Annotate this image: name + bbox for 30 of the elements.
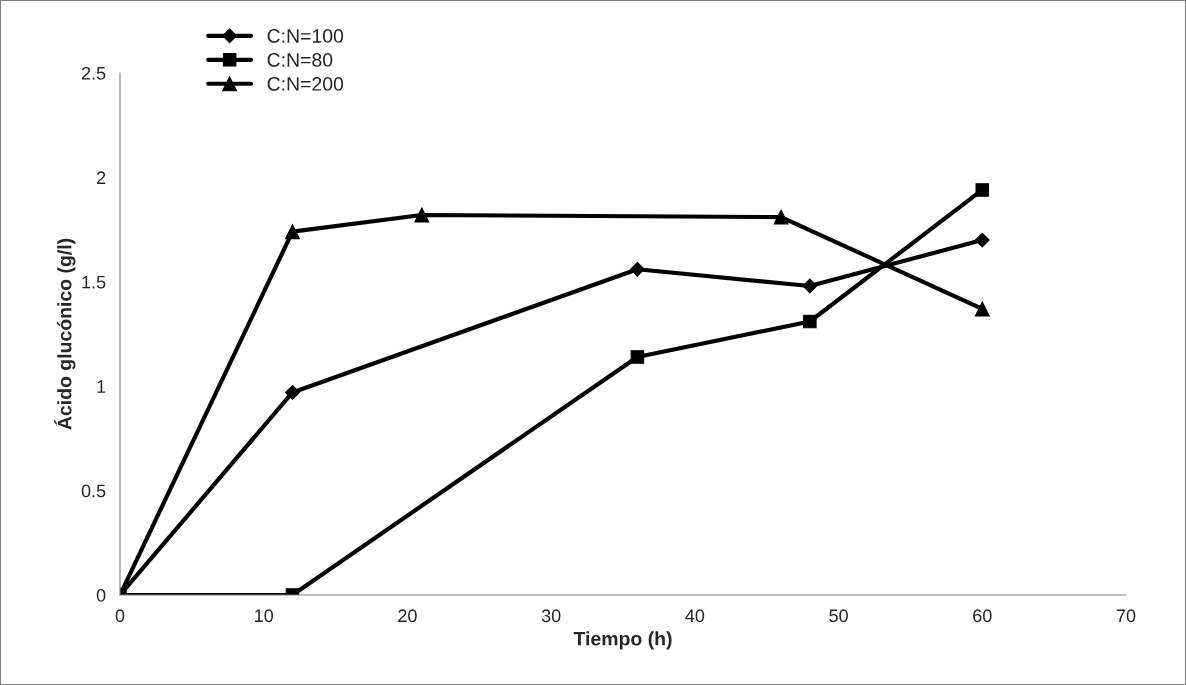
y-tick-label: 1.5 (82, 275, 106, 289)
x-tick-label: 0 (115, 609, 125, 623)
point (975, 183, 990, 197)
point (414, 207, 430, 223)
y-axis-title: Ácido glucónico (g/l) (54, 238, 76, 430)
point (773, 209, 789, 225)
point (629, 261, 645, 277)
x-tick-label: 20 (398, 609, 417, 623)
y-tick-label: 2.5 (81, 66, 106, 80)
legend-label: C:N=200 (267, 77, 344, 91)
y-tick-label: 0.5 (81, 484, 106, 498)
y-tick-label: 0 (96, 588, 106, 602)
point (974, 232, 990, 248)
x-tick-label: 60 (973, 609, 992, 623)
x-axis-title: Tiempo (h) (573, 631, 672, 650)
x-tick-label: 10 (255, 609, 274, 623)
legend-label: C:N=80 (267, 53, 333, 67)
x-tick-label: 70 (1116, 609, 1136, 623)
point (802, 278, 818, 294)
y-tick-label: 1 (97, 380, 106, 393)
point (284, 224, 300, 240)
point (803, 314, 817, 329)
x-tick-label: 50 (829, 609, 848, 623)
legend-label: C:N=100 (267, 29, 344, 43)
x-tick-label: 30 (541, 609, 561, 623)
point (285, 385, 300, 400)
x-tick-label: 40 (685, 609, 705, 623)
point (630, 350, 645, 364)
point (974, 301, 990, 317)
y-tick-label: 2 (96, 171, 106, 184)
